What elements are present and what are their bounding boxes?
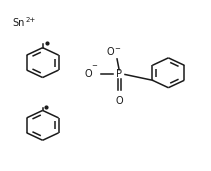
Text: O: O <box>115 96 123 106</box>
Text: −: − <box>91 63 97 69</box>
Text: P: P <box>116 69 122 80</box>
Text: −: − <box>114 46 120 52</box>
Text: O: O <box>107 47 114 57</box>
Text: 2+: 2+ <box>25 17 35 23</box>
Text: O: O <box>84 69 92 79</box>
Text: Sn: Sn <box>12 18 25 28</box>
